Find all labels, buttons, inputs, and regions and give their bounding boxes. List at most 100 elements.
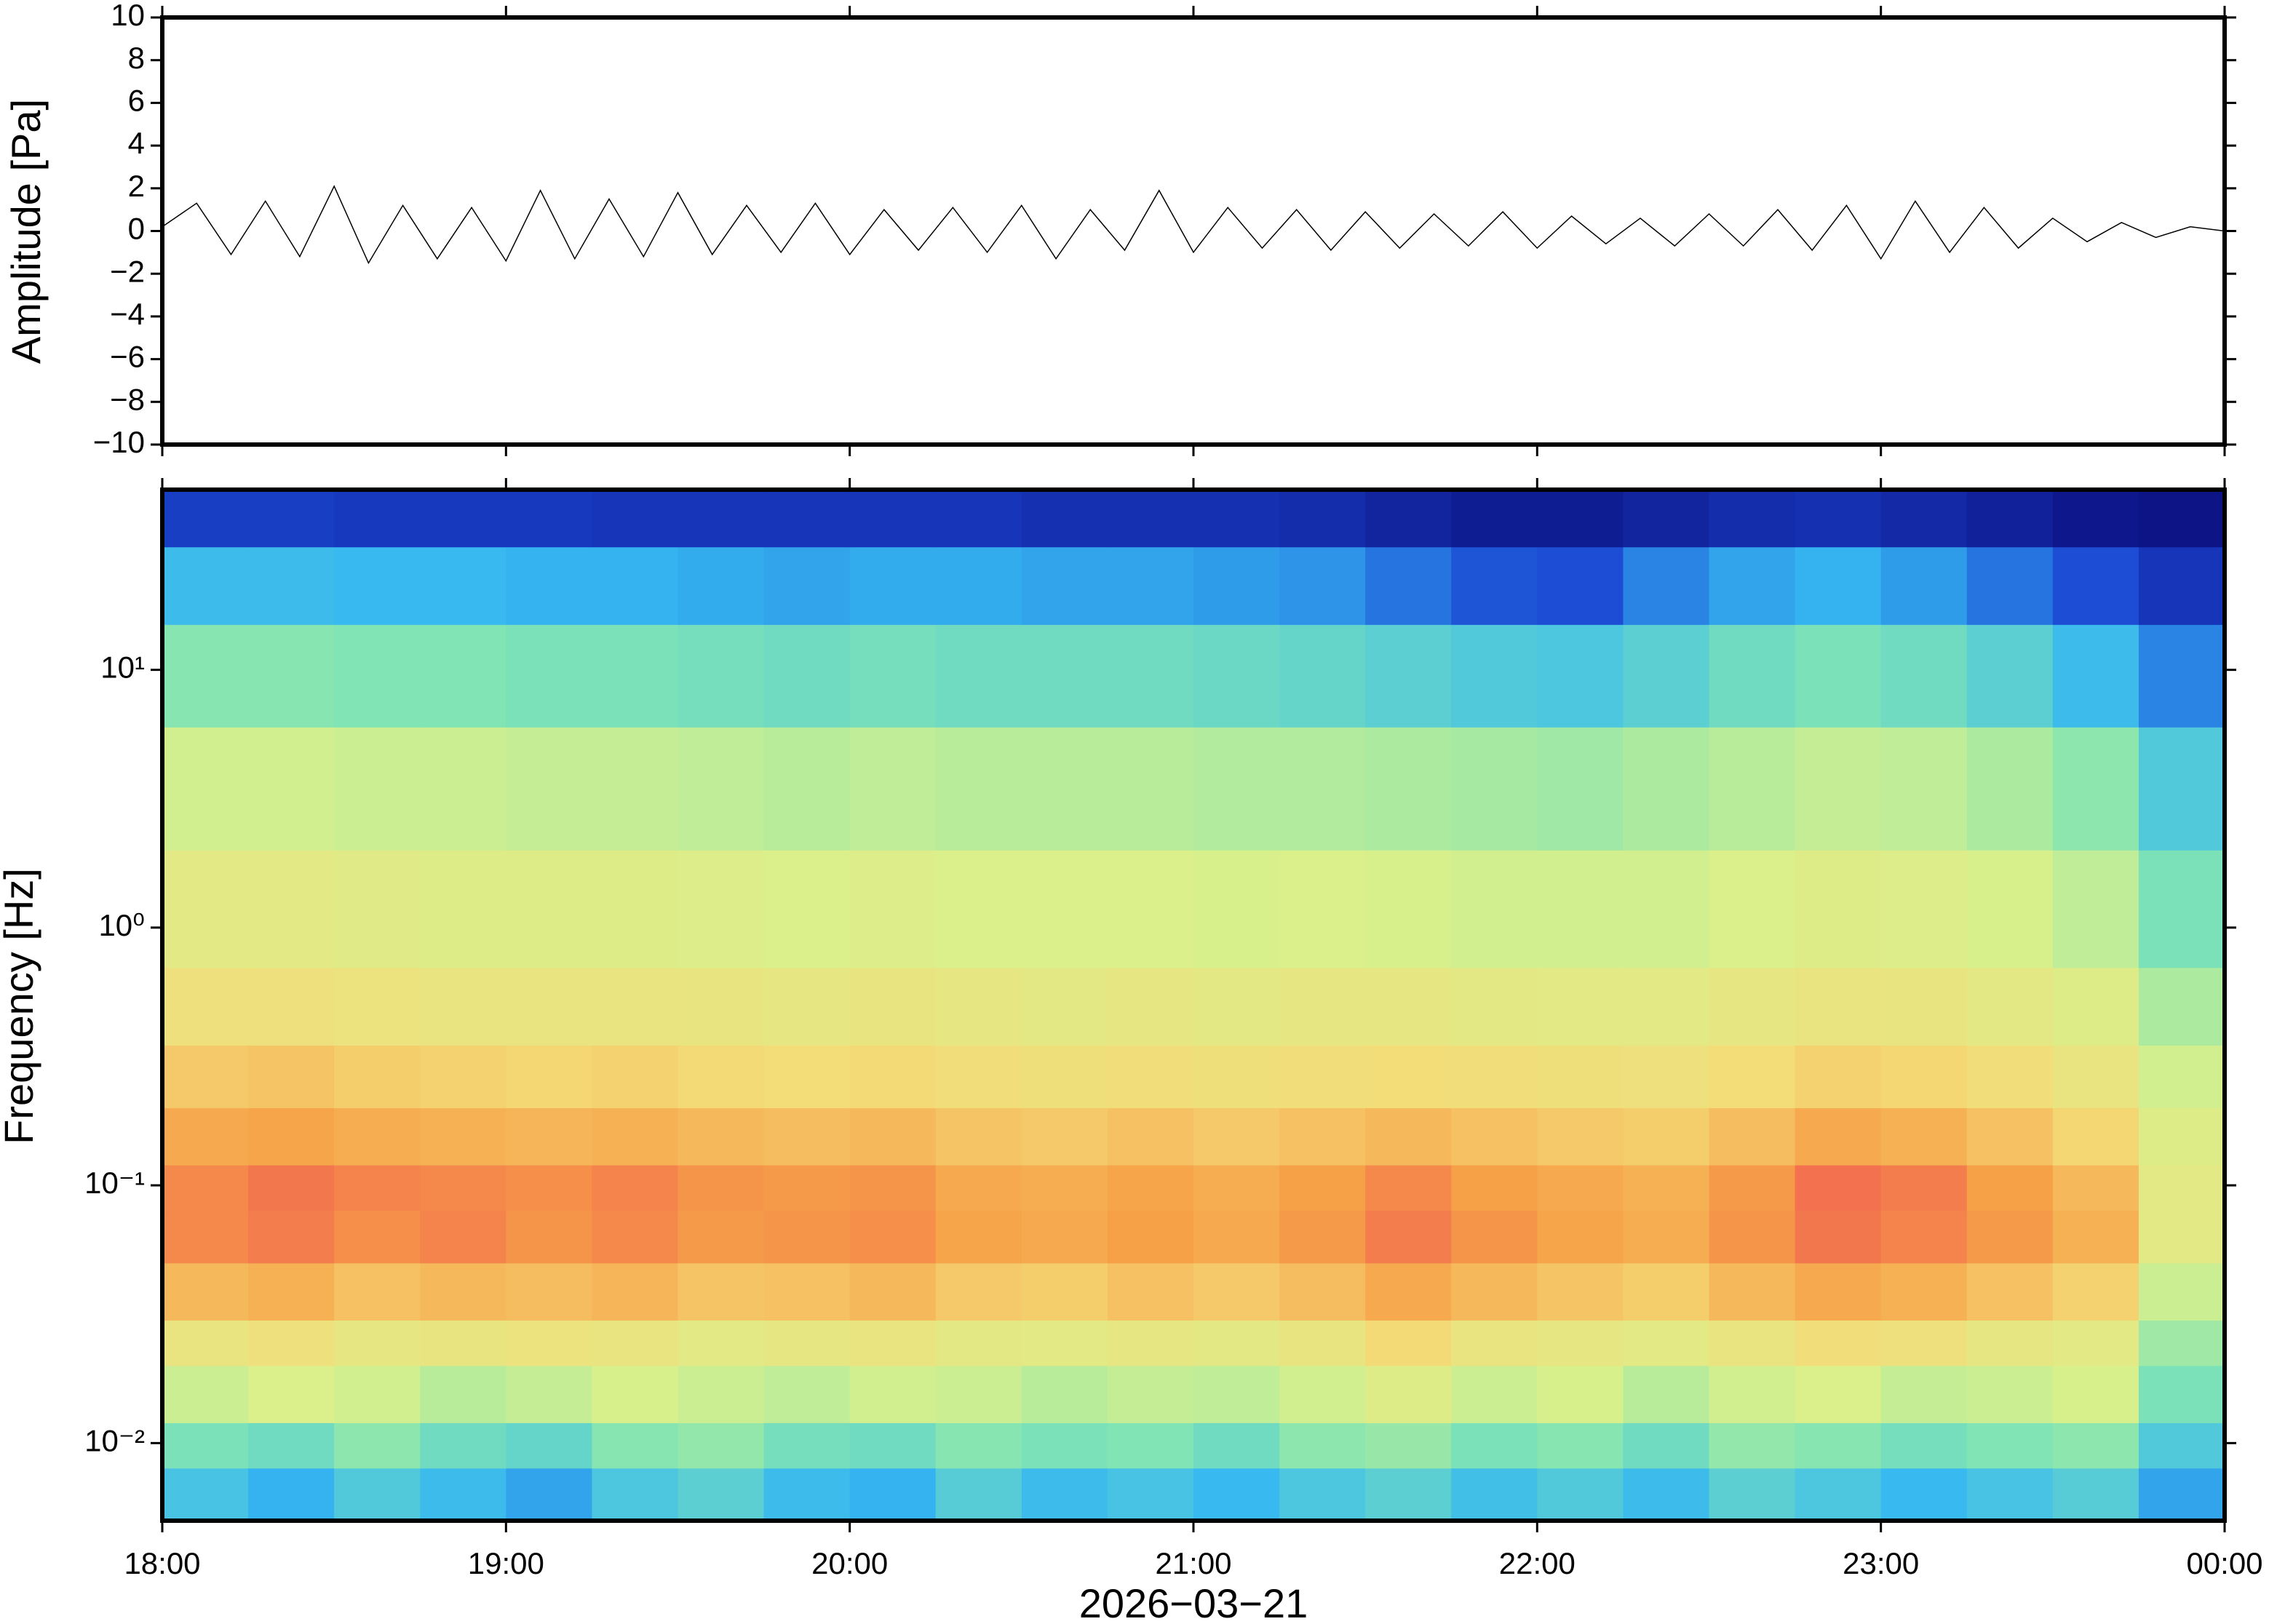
spectrogram-cell — [248, 967, 335, 1046]
spectrogram-cell — [592, 1422, 679, 1469]
spectrogram-cell — [849, 1262, 937, 1321]
spectrogram-cell — [506, 490, 593, 548]
spectrogram-cell — [1966, 1365, 2054, 1423]
spectrogram-cell — [162, 1365, 249, 1423]
spectrogram-cell — [849, 727, 937, 851]
spectrogram-cell — [935, 967, 1022, 1046]
plot-area — [162, 490, 2225, 1521]
spectrogram-cell — [420, 1210, 506, 1264]
spectrogram-cell — [1795, 1210, 1882, 1264]
spectrogram-cell — [420, 1320, 506, 1366]
spectrogram-cell — [2052, 1165, 2139, 1211]
spectrogram-cell — [1193, 1107, 1280, 1166]
spectrogram-cell — [162, 490, 249, 548]
spectrogram-cell — [1451, 727, 1538, 851]
spectrogram-cell — [1451, 546, 1538, 625]
spectrogram-cell — [1623, 850, 1710, 968]
spectrogram-cell — [1537, 1210, 1624, 1264]
spectrogram-cell — [1365, 727, 1452, 851]
spectrogram-cell — [248, 1045, 335, 1109]
spectrogram-cell — [2138, 1422, 2225, 1469]
spectrogram-cell — [1451, 490, 1538, 548]
spectrogram-cell — [334, 850, 421, 968]
spectrogram-cell — [592, 850, 679, 968]
spectrogram-cell — [592, 546, 679, 625]
spectrogram-cell — [506, 1262, 593, 1321]
spectrogram-cell — [763, 1320, 851, 1366]
spectrogram-cell — [849, 1422, 937, 1469]
spectrogram-cell — [1623, 727, 1710, 851]
spectrogram-cell — [1795, 1262, 1882, 1321]
spectrogram-cell — [1451, 1210, 1538, 1264]
spectrogram-cell — [1623, 1165, 1710, 1211]
spectrogram-cell — [677, 967, 765, 1046]
spectrogram-cell — [1107, 1165, 1194, 1211]
spectrogram-cell — [2052, 624, 2139, 728]
spectrogram-cell — [1107, 967, 1194, 1046]
spectrogram-cell — [2138, 1320, 2225, 1366]
spectrogram-cell — [1451, 1107, 1538, 1166]
spectrogram-cell — [592, 1262, 679, 1321]
spectrogram-cell — [763, 1107, 851, 1166]
spectrogram-cell — [1365, 1107, 1452, 1166]
spectrogram-cell — [1193, 1262, 1280, 1321]
spectrogram-cell — [849, 850, 937, 968]
spectrogram-cell — [2138, 1107, 2225, 1166]
spectrogram-cell — [1021, 1320, 1108, 1366]
x-tick-label: 23:00 — [1843, 1546, 1919, 1580]
spectrogram-cell — [677, 1468, 765, 1521]
spectrogram-cell — [935, 624, 1022, 728]
spectrogram-cell — [2052, 490, 2139, 548]
spectrogram-cell — [1709, 1107, 1796, 1166]
spectrogram-cell — [592, 1210, 679, 1264]
spectrogram-cell — [1451, 1422, 1538, 1469]
spectrogram-cell — [1021, 1262, 1108, 1321]
spectrogram-cell — [677, 1165, 765, 1211]
spectrogram-cell — [334, 1422, 421, 1469]
spectrogram-cell — [506, 624, 593, 728]
spectrogram-cell — [1966, 1422, 2054, 1469]
spectrogram-cell — [1623, 967, 1710, 1046]
spectrogram-cell — [1279, 727, 1366, 851]
x-tick-label: 21:00 — [1155, 1546, 1231, 1580]
spectrogram-cell — [592, 1320, 679, 1366]
spectrogram-cell — [506, 1210, 593, 1264]
spectrogram-cell — [592, 967, 679, 1046]
spectrogram-cell — [1021, 546, 1108, 625]
spectrogram-cell — [763, 1365, 851, 1423]
spectrogram-cell — [334, 967, 421, 1046]
spectrogram-cell — [248, 546, 335, 625]
spectrogram-cell — [1279, 1210, 1366, 1264]
x-tick-label: 18:00 — [124, 1546, 200, 1580]
spectrogram-cell — [1451, 1262, 1538, 1321]
spectrogram-cell — [162, 1045, 249, 1109]
spectrogram-cell — [1365, 1468, 1452, 1521]
spectrogram-cell — [1279, 967, 1366, 1046]
spectrogram-cell — [1021, 850, 1108, 968]
spectrogram-cell — [849, 624, 937, 728]
spectrogram-cell — [2052, 1365, 2139, 1423]
spectrogram-cell — [1623, 1045, 1710, 1109]
spectrogram-cell — [763, 850, 851, 968]
y-tick-label: 6 — [128, 83, 145, 117]
spectrogram-cell — [506, 546, 593, 625]
spectrogram-cell — [248, 850, 335, 968]
spectrogram-cell — [2138, 967, 2225, 1046]
spectrogram-cell — [1107, 1365, 1194, 1423]
spectrogram-cell — [2052, 1320, 2139, 1366]
y-tick-label: 2 — [128, 169, 145, 203]
spectrogram-cell — [1193, 546, 1280, 625]
spectrogram-cell — [1451, 1468, 1538, 1521]
spectrogram-cell — [1451, 1045, 1538, 1109]
spectrogram-cell — [677, 850, 765, 968]
spectrogram-cell — [162, 1422, 249, 1469]
spectrogram-cell — [2138, 624, 2225, 728]
y-tick-label: 0 — [128, 212, 145, 246]
spectrogram-cell — [1537, 967, 1624, 1046]
spectrogram-cell — [248, 624, 335, 728]
spectrogram-cell — [1880, 1365, 1968, 1423]
spectrogram-cell — [1880, 727, 1968, 851]
spectrogram-cell — [677, 1422, 765, 1469]
spectrogram-cell — [1795, 1422, 1882, 1469]
spectrogram-cell — [1709, 1262, 1796, 1321]
